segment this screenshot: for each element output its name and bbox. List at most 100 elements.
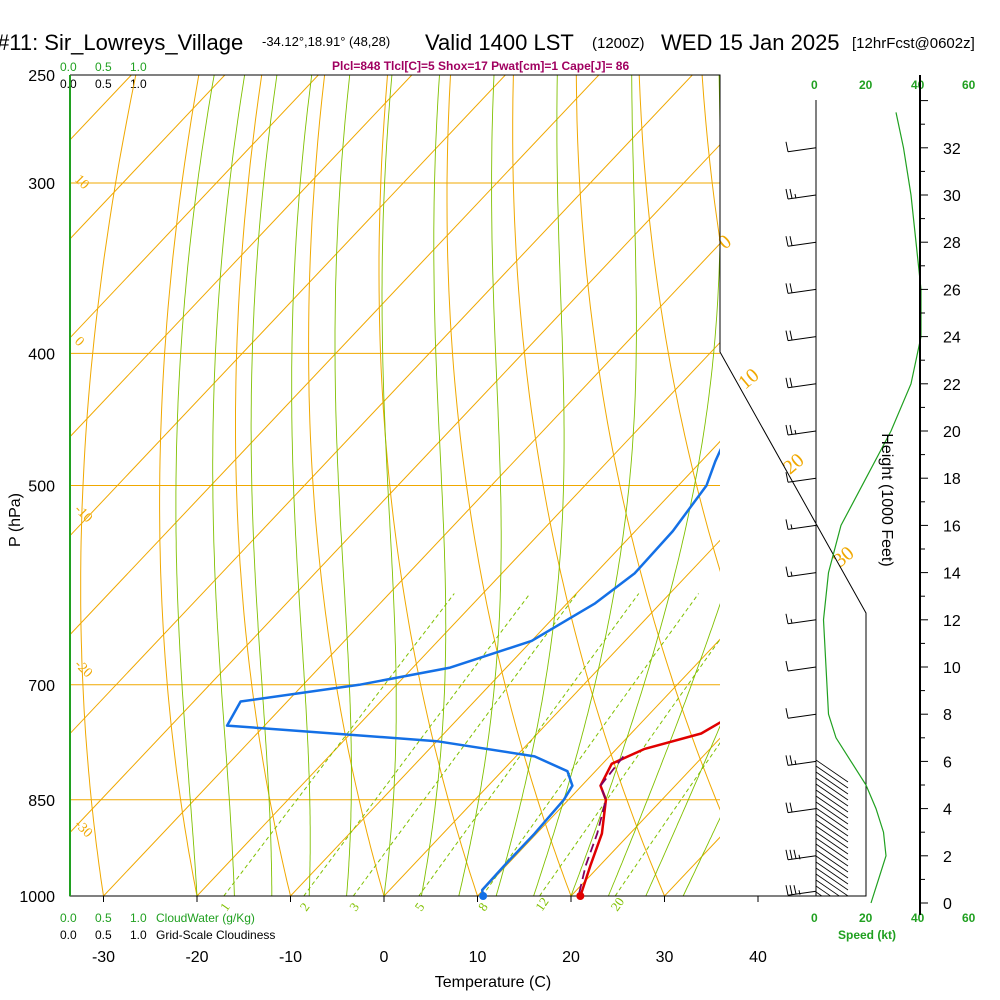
wind-barb-flag [789, 849, 793, 860]
wind-tick-40-bottom: 40 [911, 911, 925, 925]
mixing-ratio-label: 12 [532, 894, 552, 913]
moist-adiabat [291, 75, 313, 896]
mixing-ratio-label: 3 [346, 900, 362, 914]
wind-barb [787, 383, 817, 389]
wind-barb-flag [785, 755, 789, 766]
wind-barb-half [798, 854, 801, 860]
wind-barb-flag [789, 424, 793, 435]
wind-barb-half [794, 193, 797, 199]
isotherm [383, 539, 720, 896]
wind-barb-flag [789, 885, 793, 895]
plot-frame [69, 74, 867, 897]
wind-barb-half [790, 524, 793, 530]
wind-barb-flag [785, 188, 789, 200]
hatch-line [815, 849, 849, 873]
isotherm-label: 0 [71, 334, 87, 350]
mixing-ratio-line [539, 638, 720, 896]
station-title: #11: Sir_Lowreys_Village [0, 30, 243, 55]
height-tick-label: 14 [943, 566, 961, 583]
wind-barb-flag [785, 613, 789, 624]
height-tick-label: 20 [943, 424, 961, 441]
cloudiness-label: Grid-Scale Cloudiness [156, 928, 275, 942]
wind-tick-0-top: 0 [811, 78, 818, 92]
surface-points [479, 892, 585, 900]
low-cloud-hatch [815, 759, 849, 896]
mixing-ratio-line [418, 593, 640, 896]
temperature-line [579, 721, 720, 896]
wind-barb-half [790, 571, 793, 577]
wind-barb-flag [789, 236, 793, 246]
height-tick-label: 32 [943, 141, 961, 158]
hatch-line [815, 807, 849, 831]
dry-adiabat [159, 75, 200, 896]
hatch-line [815, 843, 849, 867]
wind-tick-20-bottom: 20 [859, 911, 873, 925]
y-axis-title: P (hPa) [7, 493, 24, 547]
y-tick-label: 500 [28, 479, 55, 496]
y-tick-label: 250 [28, 68, 55, 85]
isotherm [70, 75, 320, 339]
wind-barb-flag [785, 802, 789, 813]
height-tick-label: 18 [943, 471, 961, 488]
hatch-line [815, 885, 832, 896]
wind-barb-flag [793, 885, 797, 895]
isotherm [196, 341, 720, 896]
parcel-line [577, 755, 625, 896]
wind-barb [787, 241, 817, 247]
cloudwater-tick-1-bottom: 0.5 [95, 911, 112, 925]
dry-adiabat [308, 75, 385, 896]
hatch-line [815, 831, 849, 855]
wind-barb-flag [789, 377, 793, 388]
moist-adiabat [645, 725, 720, 896]
moist-adiabat [381, 75, 397, 896]
isotherm [70, 75, 600, 636]
wind-barb-flag [785, 660, 789, 672]
wind-barb-flag [789, 330, 793, 341]
hatch-line [815, 837, 849, 861]
isotherm [289, 440, 720, 896]
wind-barb [787, 666, 817, 672]
x-axis-title: Temperature (C) [435, 974, 551, 991]
height-tick-label: 10 [943, 660, 961, 677]
hatch-line [815, 783, 849, 807]
cloudiness-tick-0: 0.0 [60, 77, 77, 91]
valid-date: WED 15 Jan 2025 [661, 30, 840, 55]
wind-tick-60-top: 60 [962, 78, 976, 92]
wind-barb-flag [793, 849, 797, 859]
cloudwater-tick-2-bottom: 1.0 [130, 911, 147, 925]
dry-adiabat [80, 75, 137, 896]
cloudwater-tick-0-bottom: 0.0 [60, 911, 77, 925]
height-tick-label: 6 [943, 754, 952, 771]
wind-barb [787, 713, 817, 719]
height-tick-label: 0 [943, 896, 952, 913]
forecast-tag: [12hrFcst@0602z] [852, 35, 975, 52]
wind-tick-40-top: 40 [911, 78, 925, 92]
dry-adiabat [575, 75, 720, 811]
moist-adiabat [570, 75, 720, 896]
dry-adiabat [638, 75, 720, 573]
hatch-line [815, 819, 849, 843]
profiles [225, 447, 720, 896]
mixing-ratio-label: 2 [297, 900, 313, 914]
moist-adiabat [420, 75, 447, 896]
height-tick-label: 22 [943, 377, 961, 394]
mixing-ratio-label: 20 [607, 894, 627, 913]
wind-barb-flag [785, 519, 789, 530]
mixing-ratio-line [481, 593, 700, 896]
wind-barb-flag [785, 885, 789, 896]
moist-adiabat [533, 75, 637, 896]
isotherm [70, 75, 694, 735]
y-tick-label: 300 [28, 176, 55, 193]
wind-barb-flag [789, 188, 793, 199]
wind-barb-flag [785, 472, 789, 483]
isotherm [476, 638, 720, 896]
moist-adiabat [212, 75, 246, 896]
mixing-ratio-line [614, 742, 720, 896]
cloudwater-tick-1: 0.5 [95, 60, 112, 74]
dry-adiabat-label: 20 [779, 449, 808, 479]
isotherm [70, 75, 507, 537]
hatch-line [815, 795, 849, 819]
moist-adiabat [334, 75, 352, 896]
isotherm [102, 242, 720, 896]
